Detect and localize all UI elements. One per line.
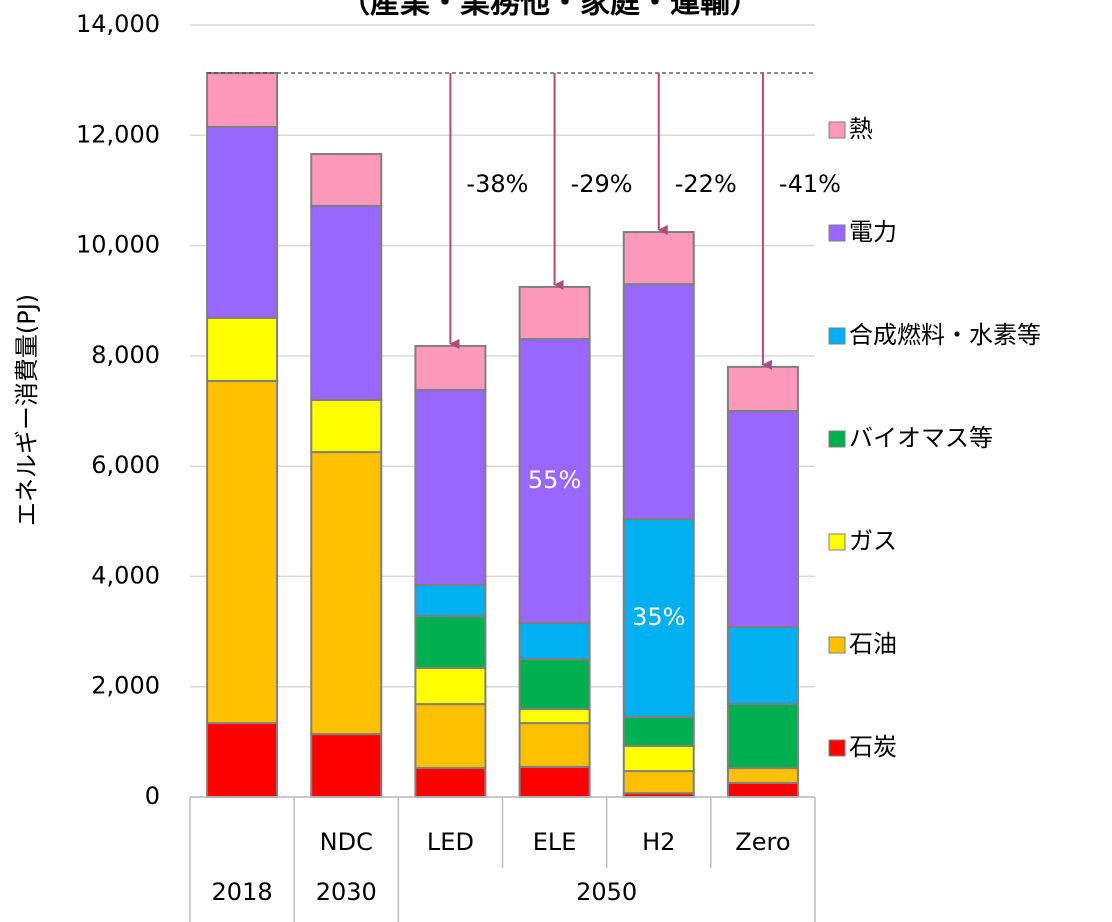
legend-label: ガス	[849, 527, 897, 555]
x-tick-label: LED	[427, 828, 474, 856]
bar-segment	[310, 204, 383, 401]
x-group-label: 2050	[576, 878, 637, 906]
bar-segment	[414, 615, 487, 669]
x-tick-label: Zero	[735, 828, 790, 856]
bar-segment	[518, 338, 591, 625]
legend-label: 合成燃料・水素等	[849, 321, 1041, 349]
bar-segment	[414, 767, 487, 798]
legend-label: 電力	[849, 218, 897, 246]
y-tick-label: 2,000	[91, 672, 160, 700]
x-tick-label: H2	[642, 828, 675, 856]
bar-segment	[414, 344, 487, 392]
y-tick-label: 14,000	[76, 10, 160, 38]
bar-segment	[622, 716, 695, 747]
reduction-label: -22%	[675, 170, 737, 198]
bar-segment	[518, 708, 591, 725]
bar-segment	[310, 153, 383, 207]
chart-title: （産業・業務他・家庭・運輸）	[340, 0, 760, 21]
legend-label: 石炭	[849, 733, 897, 761]
x-group-label: 2018	[212, 878, 273, 906]
bar-segment	[206, 71, 279, 129]
x-tick-label: ELE	[533, 828, 577, 856]
bar-segment	[414, 666, 487, 706]
bar-segment	[518, 765, 591, 798]
reduction-label: -29%	[571, 170, 633, 198]
bar-segment	[726, 410, 799, 628]
y-tick-label: 8,000	[91, 341, 160, 369]
y-tick-label: 10,000	[76, 231, 160, 259]
bar-segment	[518, 285, 591, 341]
bar-segment	[622, 518, 695, 719]
reduction-label: -41%	[779, 170, 841, 198]
bar-segment	[622, 231, 695, 286]
y-axis-label: エネルギー消費量(PJ)	[13, 294, 41, 526]
y-tick-label: 4,000	[91, 561, 160, 589]
legend-swatch	[828, 533, 846, 551]
legend-label: バイオマス等	[849, 424, 993, 452]
bar-segment	[726, 625, 799, 706]
share-label: 35%	[632, 603, 685, 631]
x-group-label: 2030	[316, 878, 377, 906]
y-tick-label: 6,000	[91, 451, 160, 479]
bar-segment	[310, 451, 383, 736]
legend-swatch	[828, 430, 846, 448]
bar-segment	[414, 703, 487, 770]
bar-segment	[726, 767, 799, 784]
bar-segment	[726, 365, 799, 412]
bar-segment	[206, 722, 279, 799]
y-tick-label: 0	[145, 782, 160, 810]
bar-segment	[310, 733, 383, 799]
x-tick-label: NDC	[320, 828, 373, 856]
bar-segment	[206, 126, 279, 319]
legend-swatch	[828, 224, 846, 242]
bar-segment	[414, 389, 487, 586]
bar-segment	[726, 703, 799, 770]
bar-segment	[518, 622, 591, 661]
legend-swatch	[828, 121, 846, 139]
bar-segment	[726, 781, 799, 799]
bar-segment	[310, 398, 383, 454]
bar-segment	[414, 583, 487, 618]
bar-segment	[518, 722, 591, 768]
legend-label: 石油	[849, 630, 897, 658]
legend-swatch	[828, 739, 846, 757]
legend-swatch	[828, 327, 846, 345]
legend-label: 熱	[849, 115, 873, 143]
bar-segment	[622, 770, 695, 795]
reduction-label: -38%	[466, 170, 528, 198]
share-label: 55%	[528, 466, 581, 494]
bar-segment	[206, 316, 279, 382]
y-tick-label: 12,000	[76, 120, 160, 148]
bar-segment	[622, 283, 695, 521]
bar-segment	[518, 658, 591, 711]
legend-swatch	[828, 636, 846, 654]
bar-segment	[622, 744, 695, 773]
bar-segment	[206, 379, 279, 725]
